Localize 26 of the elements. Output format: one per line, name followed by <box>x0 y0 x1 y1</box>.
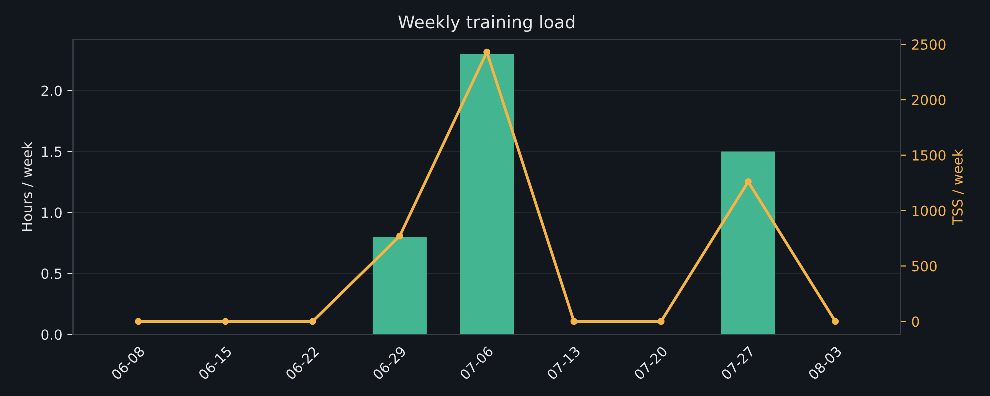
y2-tick-label: 0 <box>912 316 920 328</box>
y2-tick-label: 1000 <box>912 206 946 216</box>
y-tick-label: 2.0 <box>42 86 62 96</box>
bar <box>721 152 776 335</box>
point <box>222 318 230 326</box>
point <box>658 318 665 326</box>
point <box>832 318 840 326</box>
chart-title: Weekly training load <box>398 15 575 32</box>
point <box>744 178 752 186</box>
bar <box>460 54 514 335</box>
point <box>135 318 142 326</box>
y2-axis-title: TSS / week <box>952 149 964 226</box>
point <box>309 318 316 326</box>
point <box>396 232 404 240</box>
y-tick-label: 1.0 <box>42 208 62 218</box>
y2-tick-label: 2000 <box>912 94 946 106</box>
y-axis-title: Hours / week <box>22 142 34 232</box>
y2-tick-label: 2500 <box>912 40 946 50</box>
point <box>484 48 491 56</box>
y-tick-label: 0.0 <box>42 330 62 340</box>
bar <box>372 237 427 335</box>
y-tick-label: 1.5 <box>42 146 62 158</box>
y-tick-label: 0.5 <box>42 268 62 280</box>
y2-tick-label: 1500 <box>912 150 946 161</box>
y2-tick-label: 500 <box>912 261 937 272</box>
point <box>570 318 578 326</box>
